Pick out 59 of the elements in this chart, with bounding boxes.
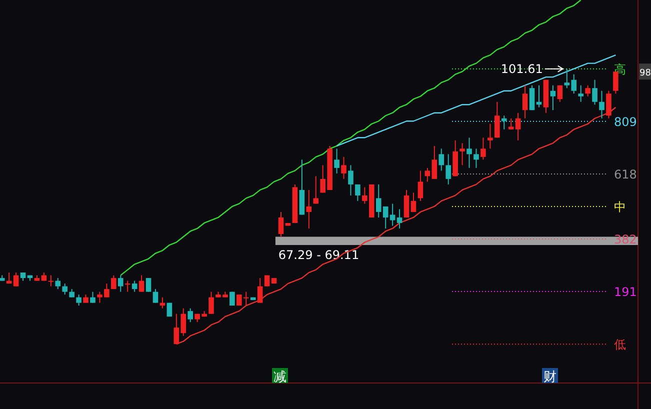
ref-line-label: 中 [614, 200, 626, 214]
candlestick [466, 137, 472, 168]
candlestick [390, 203, 396, 226]
candlestick [278, 211, 284, 238]
ref-line-label: 191 [614, 285, 637, 300]
candlestick [348, 164, 354, 196]
candlestick [355, 184, 360, 202]
candlestick [599, 90, 604, 119]
candlestick [90, 291, 96, 304]
candlestick [152, 288, 158, 304]
candlestick [188, 308, 194, 323]
candlestick [124, 280, 130, 292]
candlestick [508, 118, 514, 130]
annotation: 101.61 [500, 62, 543, 76]
candlestick [118, 274, 124, 292]
candlestick [515, 112, 521, 141]
candlestick [313, 176, 319, 204]
annotation: 减 [272, 368, 288, 385]
candlestick [480, 137, 486, 160]
ref-line-label: 382 [614, 232, 637, 246]
candlestick [522, 84, 528, 119]
candlestick [550, 84, 556, 111]
candlestick [418, 170, 424, 202]
candlestick [404, 189, 410, 218]
candlestick [446, 154, 451, 185]
candlestick [257, 278, 263, 304]
ref-line-label: 618 [614, 167, 637, 182]
candlestick [146, 278, 152, 292]
candlestick [501, 115, 507, 130]
candlestick [306, 189, 312, 229]
candlestick [410, 192, 416, 212]
candlestick [13, 272, 19, 287]
candlestick [62, 283, 68, 296]
candlestick [341, 156, 346, 180]
candlestick [529, 84, 535, 111]
candlestick [585, 84, 590, 97]
ref-line-label: 低 [614, 338, 626, 352]
candlestick [396, 208, 402, 229]
candlestick [474, 148, 479, 168]
candlestick [557, 84, 563, 102]
candlestick [48, 274, 54, 287]
candlestick [494, 101, 500, 138]
annotation: 98 [639, 64, 651, 80]
candlestick [460, 142, 465, 166]
candlestick [488, 123, 493, 150]
annotation: 101.61 [500, 62, 564, 76]
candlestick [606, 90, 612, 119]
candlestick [138, 274, 144, 292]
ref-line-label: 809 [614, 114, 637, 129]
annotation: 财 [542, 368, 558, 385]
candlestick [55, 278, 61, 290]
candlestick [208, 291, 214, 314]
candlestick [438, 148, 444, 172]
candlestick [578, 84, 584, 102]
candlestick [132, 280, 138, 292]
candlestick [334, 148, 340, 174]
candlestick [76, 294, 82, 306]
candlestick [592, 79, 598, 106]
candlestick [111, 274, 116, 290]
